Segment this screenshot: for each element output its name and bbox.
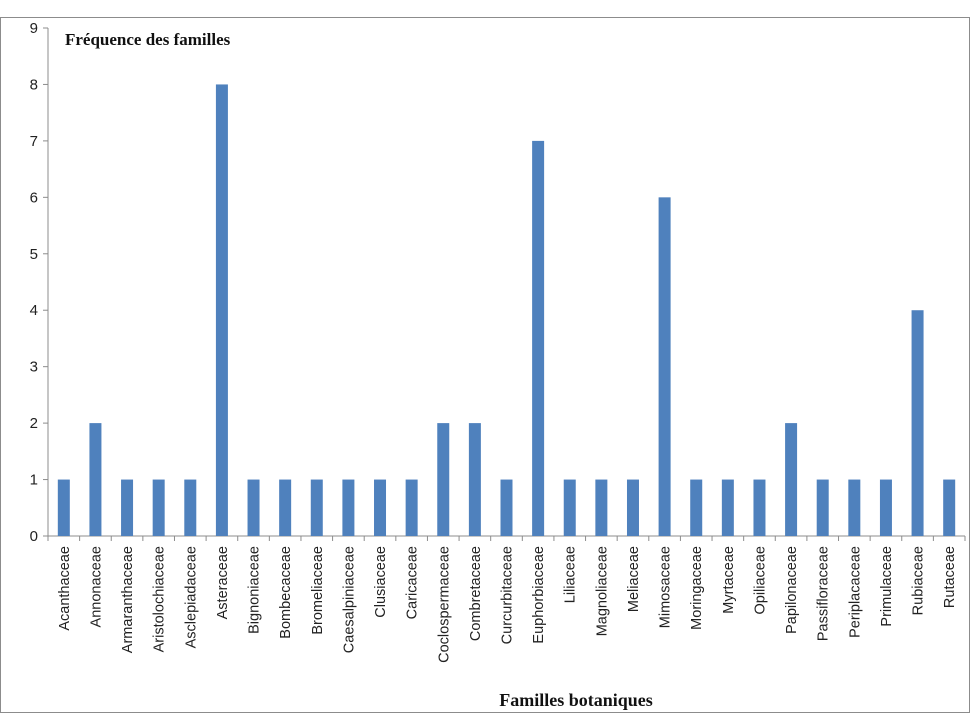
bar-asclepiadaceae [184,479,197,536]
x-tick-label: Asclepiadaceae [183,546,199,648]
bar-aristolochiaceae [152,479,165,536]
bar-myrtaceae [721,479,734,536]
y-tick-label: 6 [30,189,38,206]
x-tick-label: Bignoniaceae [247,546,263,634]
bar-clusiaceae [374,479,387,536]
y-axis-title: Fréquence des familles [65,30,231,49]
y-tick-label: 0 [30,528,38,545]
bar-curcurbitaceae [500,479,513,536]
bar-rutaceae [943,479,956,536]
bar-armaranthaceae [121,479,134,536]
bar-periplacaceae [848,479,861,536]
x-tick-label: Opiliaceae [752,546,768,615]
y-tick-label: 5 [30,246,38,263]
y-tick-label: 4 [30,302,38,319]
x-tick-label: Rutaceae [942,546,958,608]
x-tick-label: Magnoliaceae [594,546,610,636]
bar-acanthaceae [57,479,70,536]
bar-combretaceae [468,423,481,536]
bars [57,84,956,537]
bar-euphorbiaceae [532,140,545,536]
x-tick-label: Myrtaceae [721,546,737,614]
x-tick-label: Bombecaceae [278,546,294,639]
bar-primulaceae [879,479,892,536]
x-tick-label: Bromeliaceae [310,546,326,635]
x-tick-label: Mimosaceae [658,546,674,628]
bar-liliaceae [563,479,576,536]
bar-coclospermaceae [437,423,450,536]
x-tick-label: Aristolochiaceae [152,546,168,652]
x-tick-label: Asteraceae [215,546,231,619]
bar-passifloraceae [816,479,829,536]
x-tick-label: Clusiaceae [373,546,389,618]
x-tick-label: Papilonaceae [784,546,800,634]
bar-annonaceae [89,423,102,536]
x-tick-label: Caesalpiniaceae [341,546,357,653]
x-tick-label: Caricaceae [405,546,421,619]
y-tick-label: 3 [30,359,38,376]
y-tick-label: 1 [30,472,38,489]
y-tick-label: 8 [30,76,38,93]
bar-bignoniaceae [247,479,260,536]
x-axis-title: Familles botaniques [499,690,653,710]
y-tick-label: 2 [30,415,38,432]
x-tick-label: Meliaceae [626,546,642,612]
bar-meliaceae [626,479,639,536]
y-tick-label: 7 [30,133,38,150]
bar-bombecaceae [279,479,292,536]
bar-rubiaceae [911,310,924,536]
x-axis [47,535,966,541]
bar-bromeliaceae [310,479,323,536]
y-tick-label: 9 [30,20,38,37]
bar-caesalpiniaceae [342,479,355,536]
bar-caricaceae [405,479,418,536]
x-tick-label: Euphorbiaceae [531,546,547,644]
x-tick-label: Rubiaceae [911,546,927,615]
x-tick-label: Passifloraceae [816,546,832,641]
x-tick-label: Acanthaceae [57,546,73,631]
x-tick-label: Annonaceae [88,546,104,627]
bar-asteraceae [215,84,228,536]
bar-papilonaceae [785,423,798,536]
bar-opiliaceae [753,479,766,536]
x-tick-label: Periplacaceae [847,546,863,638]
x-tick-label: Liliaceae [563,546,579,603]
x-tick-label: Curcurbitaceae [500,546,516,644]
bar-magnoliaceae [595,479,608,536]
bar-moringaceae [690,479,703,536]
x-tick-label: Primulaceae [879,546,895,627]
x-tick-label: Coclospermaceae [436,546,452,663]
x-tick-labels: Acanthaceae Annonaceae Armaranthaceae Arist… [57,546,958,663]
y-axis: 0 1 2 3 4 5 6 7 8 9 [30,20,49,545]
x-tick-label: Armaranthaceae [120,546,136,653]
x-tick-label: Combretaceae [468,546,484,641]
x-tick-label: Moringaceae [689,546,705,630]
bar-mimosaceae [658,197,671,537]
